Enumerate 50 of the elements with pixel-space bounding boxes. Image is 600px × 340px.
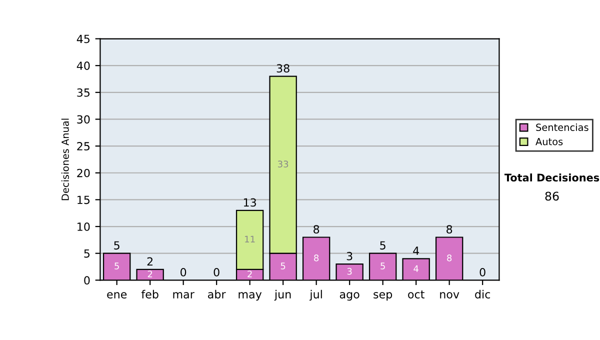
- x-tick-label: ene: [107, 292, 127, 298]
- y-tick-label: 20: [77, 168, 90, 178]
- data-label: 5: [114, 262, 119, 270]
- x-tick-label: dic: [475, 290, 490, 298]
- x-tick-label: abr: [208, 290, 226, 298]
- y-tick-label: 35: [77, 88, 90, 97]
- text: 86: [545, 192, 559, 201]
- total-label: 4: [413, 246, 419, 255]
- total-label: 0: [180, 268, 186, 276]
- y-tick-label: 25: [77, 142, 90, 150]
- total-label: 2: [147, 257, 152, 266]
- data-label: 5: [380, 262, 385, 270]
- x-tick-label: sep: [374, 292, 392, 301]
- data-label: 3: [347, 268, 352, 275]
- x-tick-label: oct: [408, 290, 424, 298]
- data-label: 33: [278, 160, 288, 168]
- legend-label: Autos: [536, 138, 563, 146]
- y-tick-label: 10: [78, 222, 90, 231]
- x-tick-label: nov: [440, 292, 460, 298]
- data-label: 2: [248, 270, 252, 278]
- x-tick-label: jun: [274, 290, 291, 301]
- total-label: 3: [346, 252, 352, 260]
- y-tick-label: 5: [84, 249, 90, 258]
- data-label: 4: [414, 265, 418, 272]
- x-tick-label: jul: [310, 290, 322, 301]
- total-label: 38: [276, 64, 290, 73]
- x-tick-label: feb: [141, 290, 158, 298]
- x-tick-label: mar: [173, 292, 194, 298]
- x-tick-label: ago: [340, 292, 360, 301]
- data-label: 8: [447, 254, 452, 262]
- total-label: 0: [480, 268, 486, 276]
- y-tick-label: 15: [78, 196, 90, 204]
- total-label: 0: [214, 268, 220, 276]
- total-label: 5: [380, 241, 386, 250]
- data-label: 11: [245, 236, 255, 242]
- y-tick-label: 40: [76, 62, 90, 70]
- total-label: 5: [114, 241, 120, 250]
- y-tick-label: 45: [76, 34, 90, 44]
- total-label: 13: [244, 198, 256, 207]
- data-label: 8: [314, 254, 319, 262]
- text: Total Decisiones: [504, 173, 600, 182]
- x-tick-label: may: [238, 292, 262, 301]
- y-tick-label: 0: [84, 276, 90, 285]
- legend-label: Sentencias: [536, 123, 588, 132]
- total-label: 8: [446, 225, 452, 234]
- data-label: 2: [148, 270, 152, 278]
- y-axis-title: Decisiones Anual: [61, 118, 69, 200]
- data-label: 5: [280, 262, 286, 270]
- total-label: 8: [314, 225, 320, 234]
- y-tick-label: 30: [77, 115, 90, 124]
